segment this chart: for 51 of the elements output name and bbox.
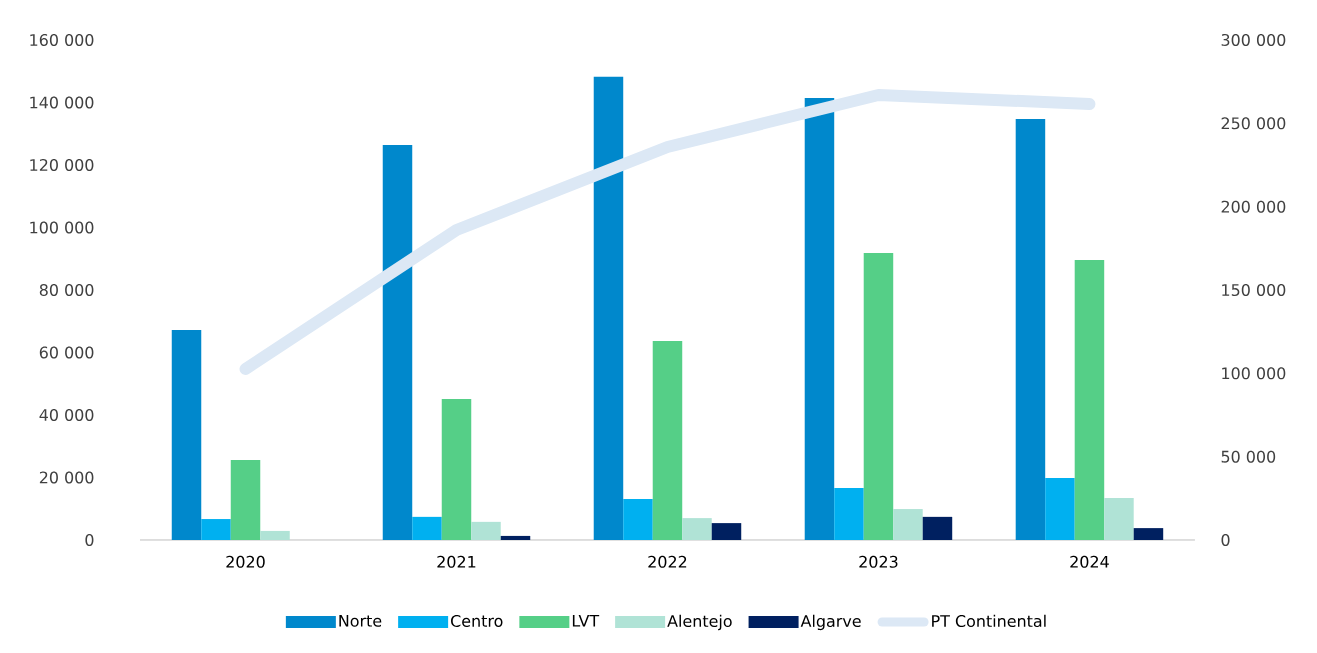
bar <box>260 530 290 540</box>
y-tick-label: 40 000 <box>39 408 94 422</box>
y2-tick-label: 0 <box>1221 533 1230 547</box>
bar <box>1045 478 1075 540</box>
y-tick-label: 0 <box>85 533 94 547</box>
x-tick-label: 2020 <box>226 555 265 568</box>
bar <box>804 98 835 540</box>
y-tick-label: 80 000 <box>39 283 94 297</box>
x-tick-label: 2022 <box>648 555 687 568</box>
bar <box>441 399 472 540</box>
y2-tick-label: 50 000 <box>1221 450 1276 463</box>
legend-label: Centro <box>451 614 503 627</box>
bar <box>893 509 923 540</box>
x-tick-label: 2023 <box>859 555 898 568</box>
y-tick-label: 120 000 <box>30 158 94 172</box>
legend-label: PT Continental <box>932 614 1046 628</box>
y2-tick-label: 250 000 <box>1221 117 1286 130</box>
bar <box>1104 498 1134 540</box>
bar <box>230 459 261 540</box>
bar <box>171 329 202 540</box>
bar <box>682 518 712 540</box>
y2-tick-label: 200 000 <box>1221 200 1286 213</box>
bar <box>593 76 624 540</box>
bar <box>1074 259 1105 540</box>
y-tick-label: 160 000 <box>30 33 94 46</box>
bar <box>652 340 683 540</box>
bar <box>1133 528 1164 540</box>
y-tick-label: 60 000 <box>39 346 94 359</box>
bar <box>863 253 894 540</box>
bar <box>1015 119 1046 540</box>
y2-tick-label: 300 000 <box>1221 33 1286 47</box>
bar <box>711 523 742 540</box>
x-tick-label: 2021 <box>437 555 476 568</box>
bar <box>471 521 501 540</box>
legend-label: LVT <box>572 614 600 627</box>
bar <box>382 144 413 540</box>
y-tick-label: 140 000 <box>30 96 94 109</box>
y-tick-label: 20 000 <box>39 471 94 484</box>
bar <box>201 519 231 540</box>
legend-label: Algarve <box>800 614 861 631</box>
legend-label: Norte <box>339 614 382 627</box>
y2-tick-label: 100 000 <box>1222 367 1286 380</box>
y-tick-label: 100 000 <box>30 221 94 234</box>
bar <box>412 516 442 540</box>
legend-label: Alentejo <box>667 614 732 631</box>
bar <box>834 488 864 540</box>
bar <box>500 535 531 540</box>
bar <box>623 499 653 540</box>
y2-tick-label: 150 000 <box>1222 283 1286 297</box>
x-tick-label: 2024 <box>1070 555 1109 568</box>
bar <box>922 516 953 540</box>
